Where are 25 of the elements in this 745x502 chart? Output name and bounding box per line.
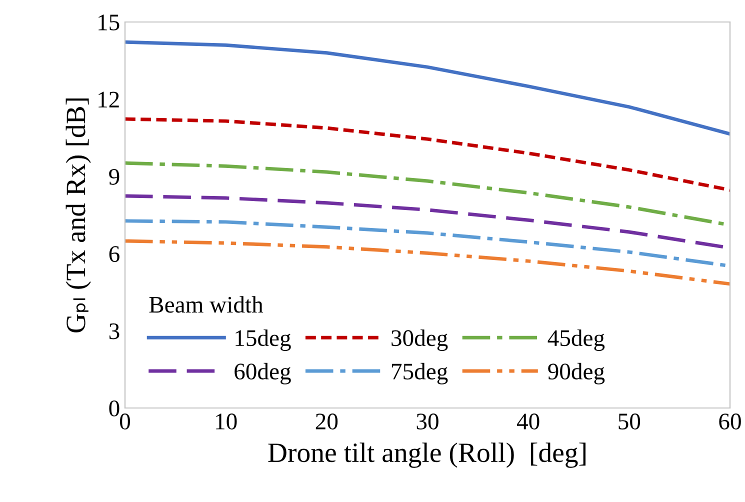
x-tick-label: 40 [516, 414, 540, 430]
legend-label: 60deg [234, 362, 291, 384]
y-axis-title: Gₚₗ (Tx and Rx) [dB] [66, 98, 91, 332]
legend-title: Beam width [149, 296, 264, 313]
legend-label: 30deg [392, 329, 448, 351]
legend-label: 75deg [392, 362, 448, 384]
legend-label: 90deg [548, 362, 605, 384]
y-tick-label: 6 [109, 246, 120, 262]
x-tick-label: 0 [120, 414, 130, 430]
y-tick-label: 3 [109, 323, 120, 340]
legend-label: 45deg [548, 329, 605, 351]
y-tick-label: 12 [98, 92, 119, 108]
x-tick-label: 10 [216, 414, 237, 430]
line-series [125, 40, 730, 136]
line-series [125, 239, 730, 286]
y-tick-label: 15 [98, 14, 120, 30]
legend-label: 15deg [236, 329, 291, 351]
x-tick-label: 20 [316, 414, 338, 430]
x-tick-label: 60 [719, 414, 741, 430]
y-tick-label: 9 [109, 168, 120, 185]
x-tick-label: 30 [416, 414, 438, 430]
y-tick-label: 0 [109, 400, 120, 416]
x-tick-label: 50 [618, 414, 640, 430]
x-axis-title: Drone tilt angle (Roll) [deg] [268, 442, 586, 468]
line-series [125, 117, 730, 192]
